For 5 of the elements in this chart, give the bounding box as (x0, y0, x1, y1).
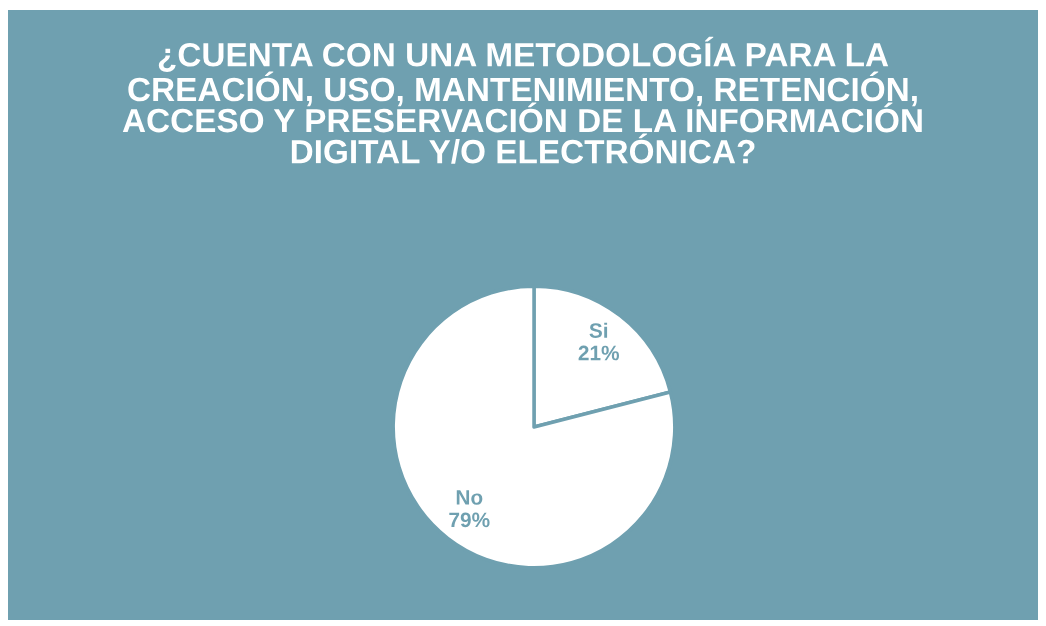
data-label: 79% (449, 512, 490, 528)
slice-label: Si (589, 322, 608, 338)
chart-title: ¿CUENTA CON UNA METODOLOGÍA PARA LA CREACIÓN, USO, MANTENIMIENTO, RETENCIÓN, ACCESO Y PRESERVACIÓN DE LA INFORMACIÓN DIGITAL Y/O ELECTRÓNICA? (122, 36, 922, 164)
data-label: 21% (578, 345, 620, 361)
slice-label: No (456, 490, 483, 505)
